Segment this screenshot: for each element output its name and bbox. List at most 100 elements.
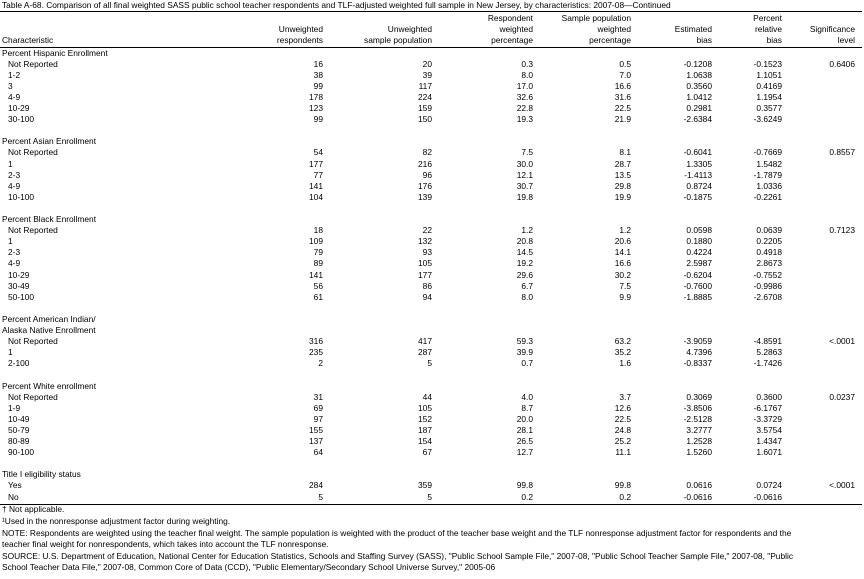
cell: 21.9: [614, 114, 631, 125]
rule: [0, 11, 862, 12]
cell: 235: [309, 347, 323, 358]
cell: 187: [418, 424, 432, 435]
cell: 2: [318, 358, 323, 369]
cell: 12.1: [516, 169, 533, 180]
cell: 1.4347: [756, 436, 782, 446]
cell: 5: [318, 491, 323, 502]
cell: 28.7: [614, 158, 631, 169]
cell: 14.1: [614, 247, 631, 258]
cell: 5: [427, 491, 432, 502]
cell: 316: [309, 336, 323, 347]
cell: 77: [313, 169, 323, 180]
cell: 20.8: [516, 236, 533, 247]
cell: 0.0639: [756, 225, 782, 236]
cell: 7.5: [619, 280, 631, 291]
row-label: 4-9: [8, 258, 21, 269]
row-label: 10-29: [8, 103, 30, 113]
cell: 0.3600: [756, 391, 782, 402]
cell: -3.3729: [753, 413, 782, 424]
cell: 3.7: [619, 391, 631, 402]
column-header: Respondent weighted percentage: [487, 13, 533, 45]
cell: 25.2: [614, 436, 631, 446]
section-label: Percent Hispanic Enrollment: [2, 47, 108, 58]
cell: 417: [418, 336, 432, 347]
cell: 67: [422, 447, 432, 458]
row-label: 10-100: [8, 191, 35, 202]
table-title: Table A-68. Comparison of all final weig…: [2, 0, 671, 10]
cell: 39.9: [516, 347, 533, 358]
cell: 176: [418, 180, 432, 191]
cell: 29.6: [516, 269, 533, 280]
cell: 0.0616: [686, 480, 712, 491]
cell: 26.5: [516, 436, 533, 446]
cell: 12.6: [614, 402, 631, 413]
cell: 284: [309, 480, 323, 491]
cell: 94: [422, 291, 432, 302]
section-label: Percent White enrollment: [2, 380, 97, 391]
row-label: 2-3: [8, 169, 21, 180]
row-label: 50-100: [8, 291, 35, 302]
cell: 12.7: [516, 447, 533, 458]
row-label: Not Reported: [8, 147, 58, 158]
cell: 82: [422, 147, 432, 158]
row-label: 1-2: [8, 69, 21, 80]
footnote: † Not applicable.: [2, 503, 65, 514]
cell: 117: [418, 80, 432, 91]
cell: 0.2: [619, 491, 631, 502]
cell: 150: [418, 114, 432, 125]
cell: 139: [418, 191, 432, 202]
cell: 16.6: [614, 258, 631, 269]
cell: 9.9: [619, 291, 631, 302]
cell: 1.3305: [686, 158, 712, 169]
column-header: Unweighted respondents: [276, 24, 323, 45]
cell: 16.6: [614, 80, 631, 91]
row-label: 50-79: [8, 424, 30, 435]
cell: 0.7123: [829, 225, 855, 236]
cell: 0.3: [521, 58, 533, 69]
cell: 17.0: [516, 80, 533, 91]
cell: 3.2777: [686, 424, 712, 435]
cell: -1.7879: [753, 169, 782, 180]
cell: 8.0: [521, 291, 533, 302]
cell: 0.0724: [756, 480, 782, 491]
cell: 20.0: [516, 413, 533, 424]
cell: 3.5754: [756, 424, 782, 435]
cell: -0.9986: [753, 280, 782, 291]
cell: 104: [309, 191, 323, 202]
cell: 28.1: [516, 424, 533, 435]
rule: [0, 503, 862, 505]
section-label: Percent American Indian/ Alaska Native E…: [2, 313, 96, 335]
cell: 0.8724: [686, 180, 712, 191]
cell: 109: [309, 236, 323, 247]
cell: 22.8: [516, 103, 533, 113]
cell: 5: [427, 358, 432, 369]
cell: 1.0638: [686, 69, 712, 80]
cell: 89: [313, 258, 323, 269]
cell: 97: [313, 413, 323, 424]
cell: 19.9: [614, 191, 631, 202]
cell: 216: [418, 158, 432, 169]
cell: 224: [418, 91, 432, 102]
row-label: 30-49: [8, 280, 30, 291]
cell: 1.6071: [756, 447, 782, 458]
cell: 123: [309, 103, 323, 113]
cell: 159: [418, 103, 432, 113]
cell: 105: [418, 258, 432, 269]
cell: 0.6406: [829, 58, 855, 69]
cell: 0.2: [521, 491, 533, 502]
cell: 63.2: [614, 336, 631, 347]
cell: 6.7: [521, 280, 533, 291]
section-label: Title I eligibility status: [2, 469, 81, 480]
cell: 0.7: [521, 358, 533, 369]
cell: 152: [418, 413, 432, 424]
cell: -0.0616: [753, 491, 782, 502]
cell: 105: [418, 402, 432, 413]
section-label: Percent Asian Enrollment: [2, 136, 97, 147]
row-label: 3: [8, 80, 13, 91]
row-label: 2-3: [8, 247, 21, 258]
cell: -0.0616: [683, 491, 712, 502]
column-header: Significance level: [809, 24, 855, 45]
footnote: NOTE: Respondents are weighted using the…: [2, 527, 792, 549]
row-label: 90-100: [8, 447, 35, 458]
cell: -0.2261: [753, 191, 782, 202]
